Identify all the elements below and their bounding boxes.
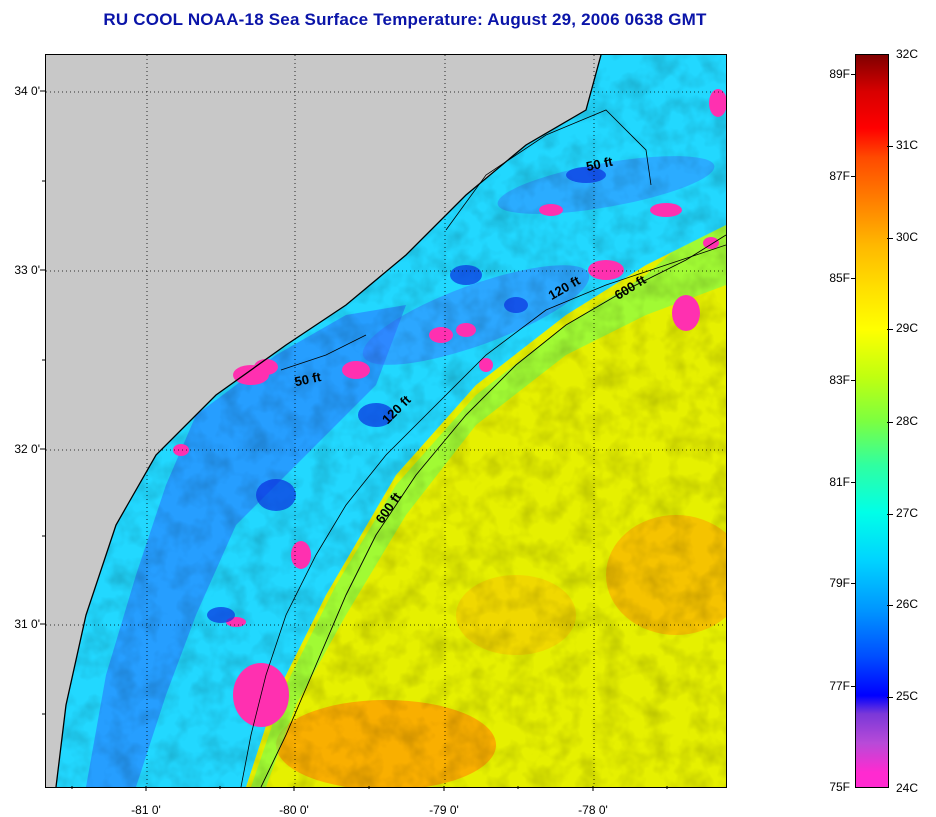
c-label-29: 29C	[896, 321, 919, 335]
f-label-83: 83F	[829, 373, 850, 387]
f-label-87: 87F	[829, 169, 850, 183]
lat-label-31: 31 0'	[14, 617, 40, 631]
cold-patches	[173, 89, 726, 727]
c-tick	[887, 146, 893, 147]
coastline	[55, 55, 602, 787]
cool-spots	[207, 167, 606, 623]
c-label-31: 31C	[896, 138, 919, 152]
contour-50ft-north	[445, 109, 652, 231]
c-tick	[887, 422, 893, 423]
contour-label-50ft-south: 50 ft	[293, 369, 323, 389]
f-label-89: 89F	[829, 67, 850, 81]
c-label-30: 30C	[896, 230, 919, 244]
map-title: RU COOL NOAA-18 Sea Surface Temperature:…	[103, 10, 707, 29]
c-label-28: 28C	[896, 414, 919, 428]
contour-120ft	[240, 244, 726, 787]
c-tick	[887, 238, 893, 239]
c-tick	[887, 605, 893, 606]
f-tick	[851, 74, 855, 75]
f-tick	[851, 482, 855, 483]
sst-map-canvas[interactable]: 50 ft 120 ft 600 ft 50 ft 120 ft 600 ft	[46, 55, 726, 787]
c-label-24: 24C	[896, 781, 919, 795]
f-tick	[851, 380, 855, 381]
lon-label-79: -79 0'	[429, 803, 459, 817]
lon-label-81: -81 0'	[131, 803, 161, 817]
c-tick	[887, 329, 893, 330]
sst-map[interactable]: 50 ft 120 ft 600 ft 50 ft 120 ft 600 ft	[45, 54, 727, 788]
c-label-25: 25C	[896, 689, 919, 703]
lon-label-80: -80 0'	[279, 803, 309, 817]
f-tick	[851, 176, 855, 177]
f-label-75: 75F	[829, 780, 850, 794]
lon-label-78: -78 0'	[578, 803, 608, 817]
contour-label-50ft-north: 50 ft	[585, 154, 615, 174]
lat-label-32: 32 0'	[14, 442, 40, 456]
lat-label-34: 34 0'	[14, 84, 40, 98]
c-label-26: 26C	[896, 597, 919, 611]
c-label-32: 32C	[896, 47, 919, 61]
c-tick	[887, 514, 893, 515]
f-label-81: 81F	[829, 475, 850, 489]
contour-600ft	[260, 234, 726, 787]
mainland	[46, 55, 601, 787]
c-tick	[887, 697, 893, 698]
f-tick	[851, 686, 855, 687]
lon-ticks	[71, 786, 668, 791]
f-tick	[851, 583, 855, 584]
f-label-77: 77F	[829, 679, 850, 693]
temperature-colorbar	[855, 54, 889, 788]
f-label-85: 85F	[829, 271, 850, 285]
c-label-27: 27C	[896, 506, 919, 520]
contour-50ft-south	[280, 334, 367, 371]
graticule	[46, 55, 726, 787]
lat-label-33: 33 0'	[14, 263, 40, 277]
f-label-79: 79F	[829, 576, 850, 590]
lat-ticks	[40, 90, 45, 715]
f-tick	[851, 278, 855, 279]
